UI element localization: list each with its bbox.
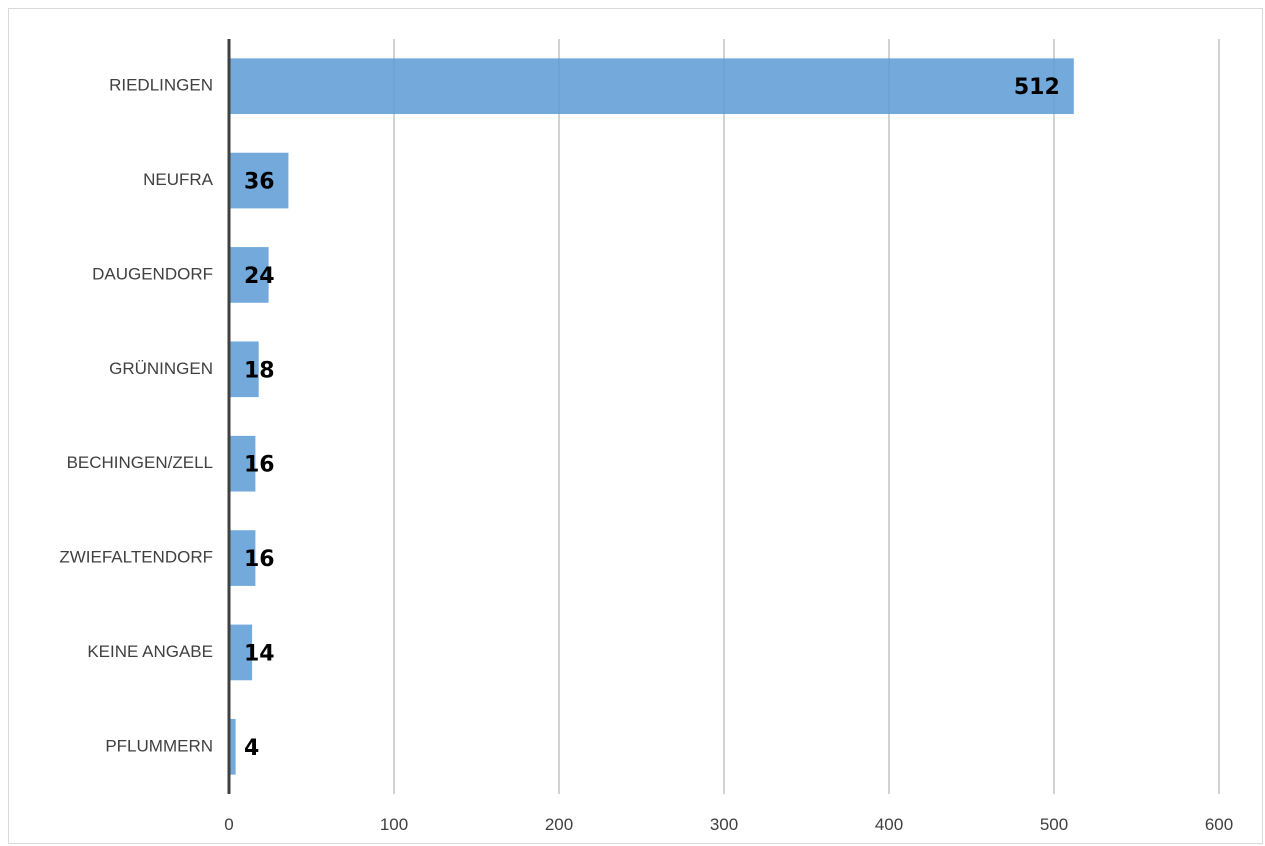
bar-1 xyxy=(229,58,1074,115)
category-label: GRÜNINGEN xyxy=(109,359,213,378)
category-labels: RIEDLINGEN NEUFRA DAUGENDORF GRÜNINGEN BECHI… xyxy=(59,76,213,756)
data-label: 512 xyxy=(1014,75,1060,100)
category-label: RIEDLINGEN xyxy=(109,76,213,95)
bars xyxy=(229,58,1074,775)
x-tick-label: 0 xyxy=(224,815,233,834)
category-label: PFLUMMERN xyxy=(105,736,213,755)
gridlines xyxy=(393,39,1220,794)
bar-2 xyxy=(229,152,289,209)
data-label: 36 xyxy=(244,170,275,195)
data-label: 16 xyxy=(244,547,275,572)
data-label: 24 xyxy=(244,264,275,289)
data-label: 18 xyxy=(244,358,275,383)
data-label: 4 xyxy=(244,736,259,761)
category-label: NEUFRA xyxy=(143,170,214,189)
category-label: BECHINGEN/ZELL xyxy=(67,453,213,472)
x-tick-label: 300 xyxy=(710,815,738,834)
chart-frame: RIEDLINGEN NEUFRA DAUGENDORF GRÜNINGEN BECHI… xyxy=(8,8,1263,844)
x-tick-label: 200 xyxy=(545,815,573,834)
bar-3 xyxy=(229,247,269,303)
x-tick-label: 100 xyxy=(380,815,408,834)
bar-8 xyxy=(229,718,236,775)
category-label: KEINE ANGABE xyxy=(87,642,213,661)
bar-chart: RIEDLINGEN NEUFRA DAUGENDORF GRÜNINGEN BECHI… xyxy=(59,39,1233,834)
data-labels: 512 36 24 18 16 16 14 4 xyxy=(244,75,1060,761)
category-label: ZWIEFALTENDORF xyxy=(59,548,213,567)
x-tick-label: 500 xyxy=(1040,815,1068,834)
bar-7 xyxy=(229,624,253,681)
data-label: 14 xyxy=(244,641,275,666)
x-tick-label: 400 xyxy=(875,815,903,834)
bar-5 xyxy=(229,435,256,492)
x-tick-labels: 0 100 200 300 400 500 600 xyxy=(224,815,1233,834)
bar-6 xyxy=(229,530,256,586)
bar-4 xyxy=(229,341,259,398)
category-label: DAUGENDORF xyxy=(92,264,213,283)
x-tick-label: 600 xyxy=(1205,815,1233,834)
data-label: 16 xyxy=(244,453,275,478)
